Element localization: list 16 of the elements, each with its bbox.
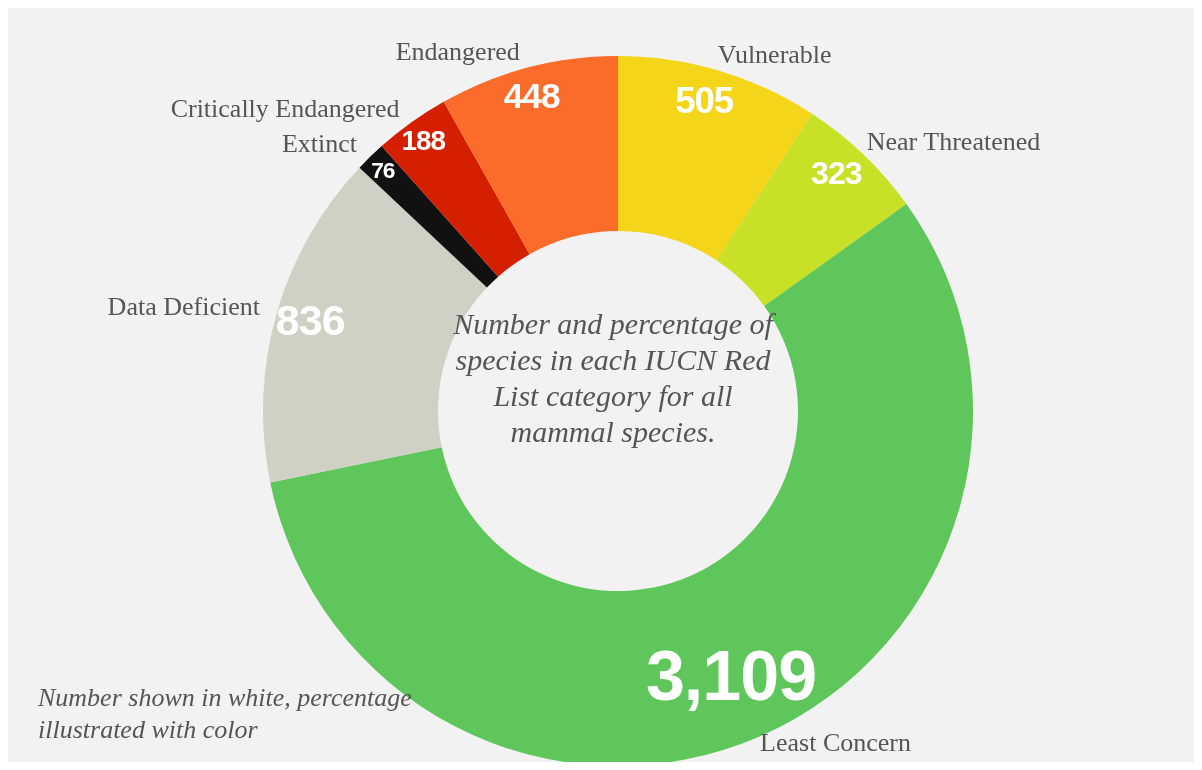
slice-label: Data Deficient (107, 291, 261, 321)
data-label: 188 (401, 125, 446, 157)
slice-label: Endangered (395, 37, 520, 67)
slice-label: Extinct (281, 129, 358, 159)
data-label: 448 (503, 76, 560, 116)
slice-label: Critically Endangered (170, 93, 400, 123)
text: Number shown in white, percentage illustrated with color (38, 682, 413, 746)
text: Number and percentage of species in each IUCN Red List category for all mammal species. (452, 306, 778, 450)
slice-label: Least Concern (760, 728, 911, 758)
data-label: 3,109 (645, 637, 817, 716)
slice-label: Near Threatened (866, 126, 1041, 156)
data-label: 505 (675, 79, 734, 121)
data-label: 836 (275, 296, 345, 345)
data-label: 76 (371, 156, 395, 183)
data-label: 323 (811, 154, 862, 191)
slice-label: Vulnerable (717, 40, 832, 70)
